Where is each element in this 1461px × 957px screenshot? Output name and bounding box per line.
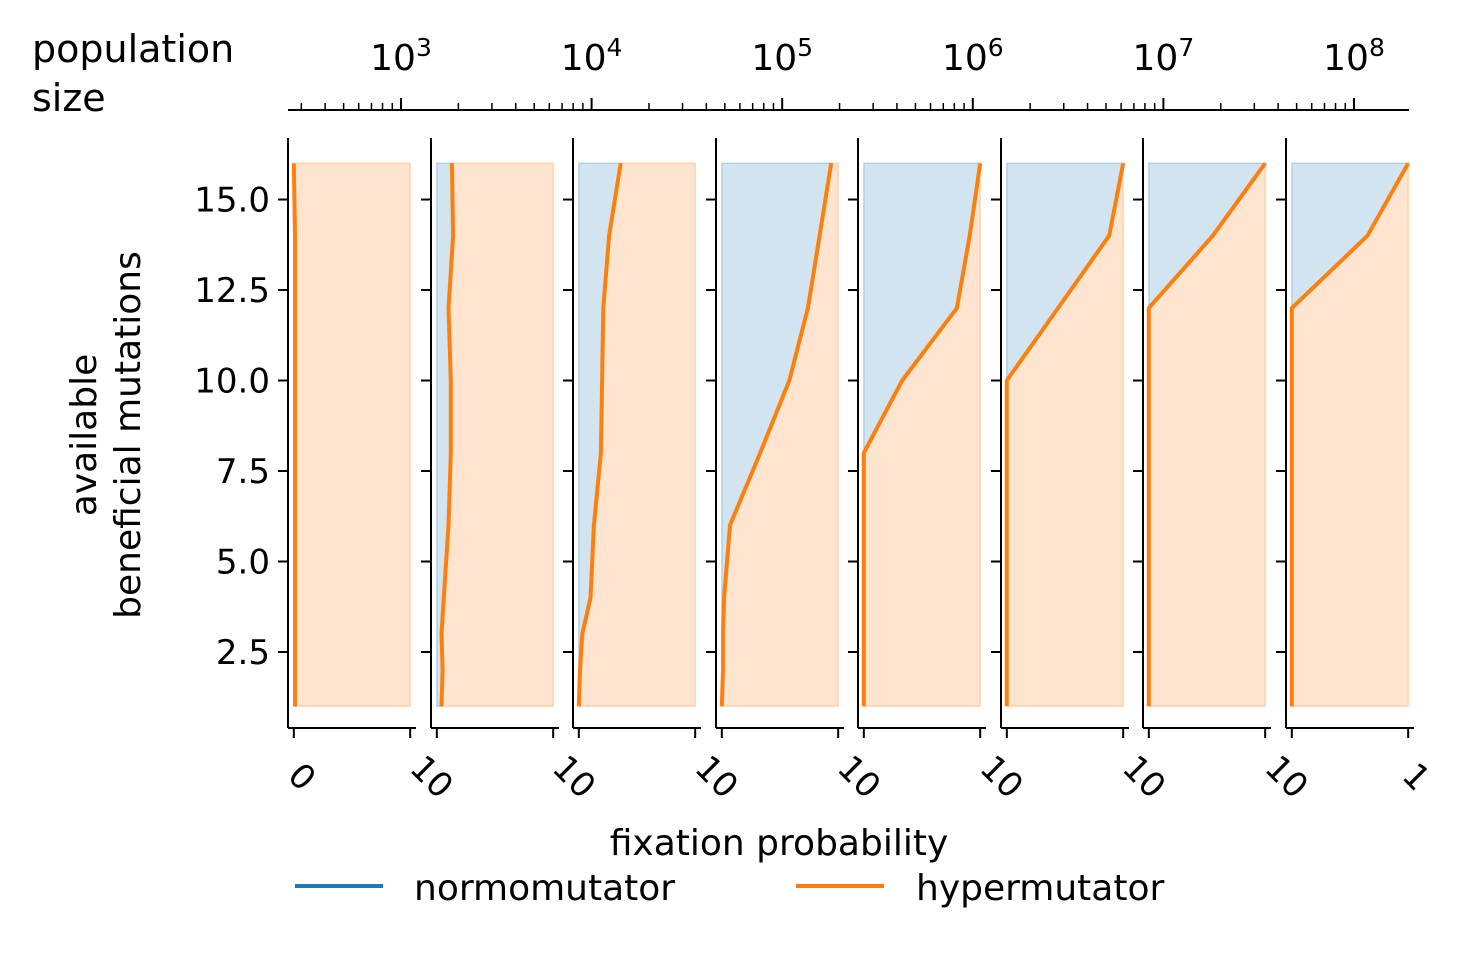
- legend-label-hypermutator: hypermutator: [916, 868, 1164, 909]
- x-tick-label: 10: [544, 748, 603, 807]
- hypermutator-line: [1289, 162, 1410, 707]
- x-tick-label: 10: [1257, 748, 1316, 807]
- hypermutator-line: [291, 163, 297, 707]
- top-axis-label-line1: population: [32, 27, 234, 71]
- hypermutator-line: [439, 163, 456, 707]
- y-axis-label-line1: available: [64, 354, 105, 517]
- panels: 2.5 5.0 7.5 10.0 12.5 15.0 0 10 10 10 10 10 10 10 1: [194, 138, 1438, 807]
- y-tick-label: 10.0: [194, 362, 270, 402]
- top-tick-label: 106: [942, 33, 1004, 79]
- top-tick-label: 108: [1323, 33, 1385, 79]
- hypermutator-area: [440, 162, 554, 708]
- y-tick-label: 7.5: [216, 452, 270, 492]
- hypermutator-area: [293, 162, 411, 708]
- x-tick-label: 0: [280, 755, 324, 799]
- population-size-axis: 103 104 105 106 107 108: [288, 33, 1409, 111]
- x-tick-label: 10: [829, 748, 888, 807]
- x-tick-label: 10: [972, 748, 1031, 807]
- hypermutator-line: [1146, 162, 1267, 707]
- y-tick-label: 2.5: [216, 633, 270, 673]
- y-tick-label: 12.5: [194, 271, 270, 311]
- y-tick-label: 5.0: [216, 542, 270, 582]
- top-tick-label: 107: [1133, 33, 1195, 79]
- hypermutator-line: [719, 162, 834, 707]
- panel-6: [991, 138, 1129, 738]
- top-tick-label: 103: [370, 33, 432, 79]
- x-tick-label: 10: [402, 748, 461, 807]
- hypermutator-line: [576, 162, 623, 707]
- x-axis-label: fixation probability: [610, 823, 949, 864]
- top-tick-label: 104: [561, 33, 623, 79]
- hypermutator-line: [1004, 162, 1126, 707]
- top-axis-label-line2: size: [32, 76, 106, 120]
- panel-3: [563, 138, 701, 738]
- legend-label-normomutator: normomutator: [414, 868, 675, 909]
- panel-5: [848, 138, 986, 738]
- panel-4: [706, 138, 844, 738]
- panel-7: [1133, 138, 1271, 738]
- x-tick-label: 10: [1114, 748, 1173, 807]
- top-tick-label: 105: [751, 33, 813, 79]
- hypermutator-line: [861, 163, 983, 707]
- panel-2: [421, 138, 559, 738]
- x-tick-label: 1: [1394, 755, 1438, 799]
- y-axis-label-line2: beneficial mutations: [108, 251, 149, 619]
- x-tick-label: 10: [687, 748, 746, 807]
- panel-1: 2.5 5.0 7.5 10.0 12.5 15.0: [194, 138, 416, 738]
- y-tick-label: 15.0: [194, 181, 270, 221]
- legend: normomutator hypermutator: [295, 868, 1164, 909]
- panel-8: [1276, 138, 1414, 738]
